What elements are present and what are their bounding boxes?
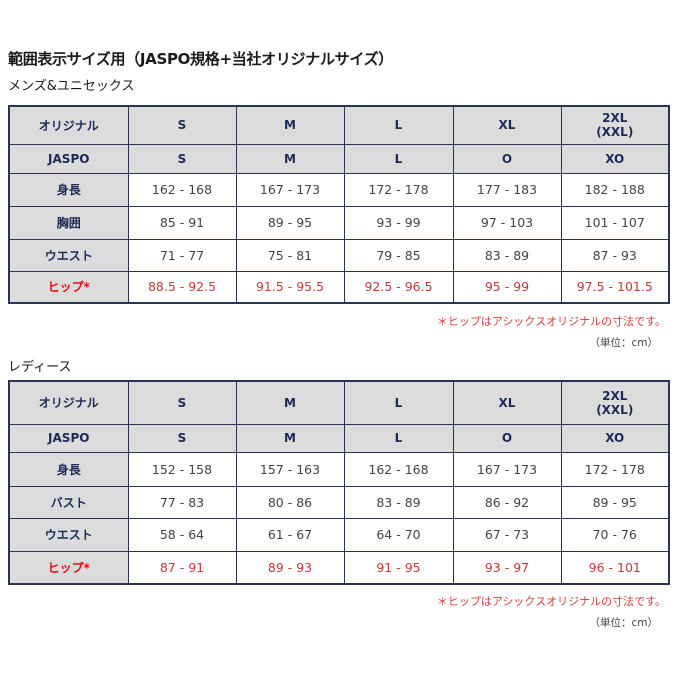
- jaspo-size-row: JASPO S M L O XO: [8, 143, 670, 174]
- mens-unit-note: （単位：cm）: [589, 337, 658, 349]
- measurement-cell: 89 - 95: [235, 205, 345, 240]
- row-label: オリジナル: [8, 105, 129, 145]
- table-row: バスト 77 - 83 80 - 86 83 - 89 86 - 92 89 - 95: [8, 485, 670, 519]
- row-label: ウエスト: [8, 517, 129, 552]
- measurement-cell: 88.5 - 92.5: [127, 270, 237, 304]
- original-size-cell: M: [235, 380, 345, 425]
- measurement-cell: 79 - 85: [343, 238, 454, 272]
- original-size-cell: 2XL (XXL): [560, 380, 670, 425]
- table-row: 身長 152 - 158 157 - 163 162 - 168 167 - 173 17…: [8, 451, 670, 487]
- measurement-cell: 83 - 89: [343, 485, 454, 519]
- measurement-cell: 92.5 - 96.5: [343, 270, 454, 304]
- mens-heading: メンズ&ユニセックス: [8, 79, 135, 94]
- jaspo-size-cell: O: [452, 143, 562, 174]
- original-size-cell: S: [127, 380, 237, 425]
- jaspo-size-cell: L: [343, 143, 454, 174]
- jaspo-size-row: JASPO S M L O XO: [8, 423, 670, 453]
- measurement-cell: 85 - 91: [127, 205, 237, 240]
- measurement-cell: 89 - 93: [235, 550, 345, 585]
- row-label: ヒップ*: [8, 270, 129, 304]
- measurement-cell: 167 - 173: [235, 172, 345, 207]
- jaspo-size-cell: L: [343, 423, 454, 453]
- measurement-cell: 91.5 - 95.5: [235, 270, 345, 304]
- row-label: JASPO: [8, 143, 129, 174]
- original-size-cell: L: [343, 105, 454, 145]
- original-size-row: オリジナル S M L XL 2XL (XXL): [8, 380, 670, 425]
- measurement-cell: 58 - 64: [127, 517, 237, 552]
- measurement-cell: 172 - 178: [560, 451, 670, 487]
- page-title: 範囲表示サイズ用（JASPO規格+当社オリジナルサイズ）: [8, 50, 394, 68]
- row-label: バスト: [8, 485, 129, 519]
- measurement-cell: 67 - 73: [452, 517, 562, 552]
- ladies-heading: レディース: [8, 360, 72, 375]
- measurement-cell: 91 - 95: [343, 550, 454, 585]
- ladies-size-table: オリジナル S M L XL 2XL (XXL) JASPO S M L O XO 身長 152 - 15…: [8, 380, 670, 585]
- table-row: ウエスト 71 - 77 75 - 81 79 - 85 83 - 89 87 - 93: [8, 238, 670, 272]
- ladies-hip-note: ＊ヒップはアシックスオリジナルの寸法です。: [436, 595, 666, 608]
- jaspo-size-cell: XO: [560, 143, 670, 174]
- measurement-cell: 87 - 91: [127, 550, 237, 585]
- jaspo-size-cell: S: [127, 143, 237, 174]
- measurement-cell: 77 - 83: [127, 485, 237, 519]
- row-label: オリジナル: [8, 380, 129, 425]
- measurement-cell: 71 - 77: [127, 238, 237, 272]
- table-row: ヒップ* 87 - 91 89 - 93 91 - 95 93 - 97 96 - 101: [8, 550, 670, 585]
- table-row: ヒップ* 88.5 - 92.5 91.5 - 95.5 92.5 - 96.5 95 …: [8, 270, 670, 304]
- measurement-cell: 97.5 - 101.5: [560, 270, 670, 304]
- measurement-cell: 86 - 92: [452, 485, 562, 519]
- original-size-cell: S: [127, 105, 237, 145]
- original-size-row: オリジナル S M L XL 2XL (XXL): [8, 105, 670, 145]
- measurement-cell: 61 - 67: [235, 517, 345, 552]
- measurement-cell: 152 - 158: [127, 451, 237, 487]
- measurement-cell: 89 - 95: [560, 485, 670, 519]
- measurement-cell: 182 - 188: [560, 172, 670, 207]
- row-label: 胸囲: [8, 205, 129, 240]
- table-row: 身長 162 - 168 167 - 173 172 - 178 177 - 183 18…: [8, 172, 670, 207]
- row-label: ヒップ*: [8, 550, 129, 585]
- table-row: 胸囲 85 - 91 89 - 95 93 - 99 97 - 103 101 - 107: [8, 205, 670, 240]
- measurement-cell: 97 - 103: [452, 205, 562, 240]
- original-size-cell: L: [343, 380, 454, 425]
- mens-size-table: オリジナル S M L XL 2XL (XXL) JASPO S M L O XO 身長 162 - 16…: [8, 105, 670, 304]
- jaspo-size-cell: S: [127, 423, 237, 453]
- measurement-cell: 96 - 101: [560, 550, 670, 585]
- row-label: 身長: [8, 451, 129, 487]
- measurement-cell: 70 - 76: [560, 517, 670, 552]
- measurement-cell: 162 - 168: [127, 172, 237, 207]
- ladies-unit-note: （単位：cm）: [589, 617, 658, 629]
- original-size-cell: M: [235, 105, 345, 145]
- measurement-cell: 157 - 163: [235, 451, 345, 487]
- jaspo-size-cell: XO: [560, 423, 670, 453]
- row-label: JASPO: [8, 423, 129, 453]
- measurement-cell: 93 - 99: [343, 205, 454, 240]
- original-size-cell: XL: [452, 380, 562, 425]
- row-label: ウエスト: [8, 238, 129, 272]
- measurement-cell: 172 - 178: [343, 172, 454, 207]
- original-size-cell: 2XL (XXL): [560, 105, 670, 145]
- table-row: ウエスト 58 - 64 61 - 67 64 - 70 67 - 73 70 - 76: [8, 517, 670, 552]
- measurement-cell: 83 - 89: [452, 238, 562, 272]
- measurement-cell: 167 - 173: [452, 451, 562, 487]
- measurement-cell: 101 - 107: [560, 205, 670, 240]
- measurement-cell: 75 - 81: [235, 238, 345, 272]
- jaspo-size-cell: M: [235, 143, 345, 174]
- measurement-cell: 95 - 99: [452, 270, 562, 304]
- measurement-cell: 87 - 93: [560, 238, 670, 272]
- mens-hip-note: ＊ヒップはアシックスオリジナルの寸法です。: [436, 315, 666, 328]
- measurement-cell: 177 - 183: [452, 172, 562, 207]
- measurement-cell: 162 - 168: [343, 451, 454, 487]
- original-size-cell: XL: [452, 105, 562, 145]
- measurement-cell: 80 - 86: [235, 485, 345, 519]
- row-label: 身長: [8, 172, 129, 207]
- measurement-cell: 64 - 70: [343, 517, 454, 552]
- measurement-cell: 93 - 97: [452, 550, 562, 585]
- jaspo-size-cell: M: [235, 423, 345, 453]
- jaspo-size-cell: O: [452, 423, 562, 453]
